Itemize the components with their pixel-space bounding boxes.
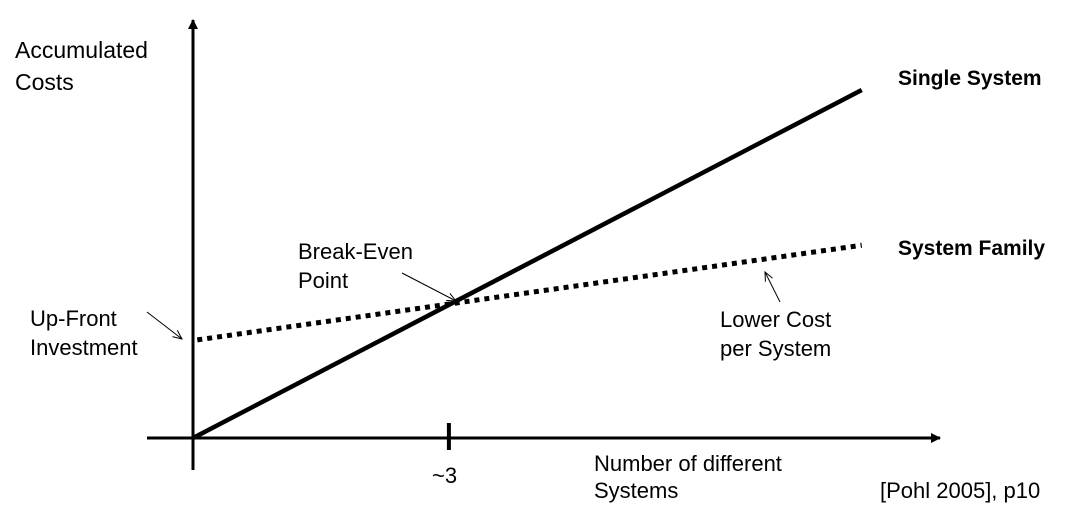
x-tick-label: ~3 <box>432 463 458 488</box>
lower-cost-label: Lower Cost per System <box>720 307 832 361</box>
lower-cost-arrow <box>765 272 781 303</box>
source-citation: [Pohl 2005], p10 <box>880 478 1041 503</box>
break-even-arrow <box>401 272 456 301</box>
series-single-system <box>191 87 863 440</box>
up-front-label: Up-Front Investment <box>30 306 138 360</box>
legend-single-system: Single System <box>898 67 1042 90</box>
up-front-arrow <box>146 311 182 339</box>
series-system-family <box>196 242 863 343</box>
y-axis-label: Accumulated Costs <box>15 37 148 95</box>
legend-system-family: System Family <box>898 237 1046 260</box>
x-axis-label: Number of different Systems <box>594 451 782 503</box>
break-even-label: Break-Even Point <box>298 239 413 293</box>
